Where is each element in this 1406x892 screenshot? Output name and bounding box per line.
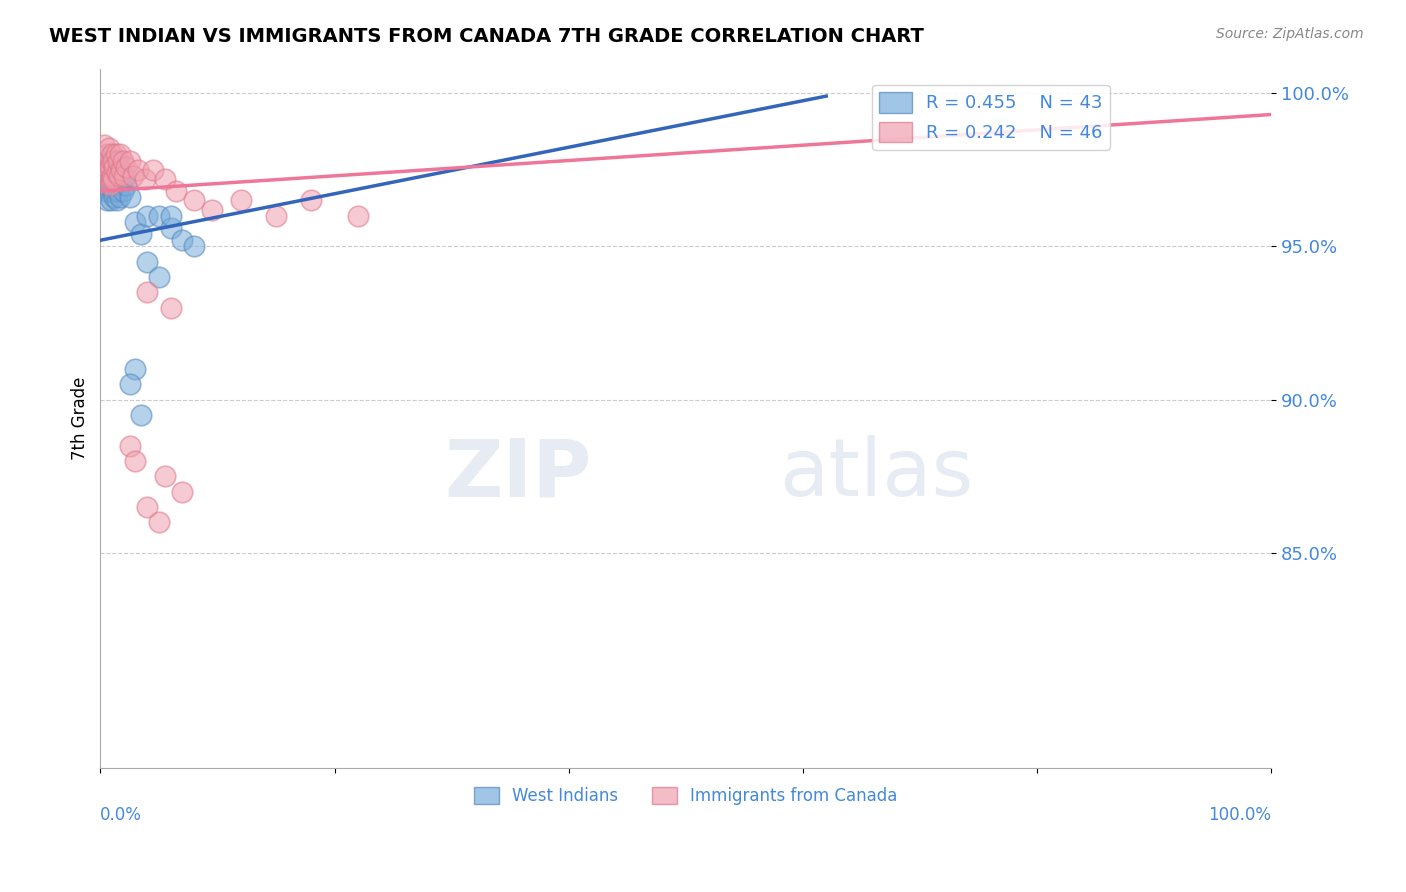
Point [100, 153, 122, 168]
Point [98, 184, 121, 198]
Point [124, 215, 146, 229]
Point [131, 408, 153, 422]
Point [108, 172, 131, 186]
Point [101, 147, 124, 161]
Point [105, 172, 128, 186]
Point [97, 153, 120, 168]
Point [136, 254, 159, 268]
Point [103, 160, 125, 174]
Point [96, 153, 118, 168]
Point [103, 172, 125, 186]
Point [118, 153, 141, 168]
Point [93, 138, 115, 153]
Point [107, 153, 129, 168]
Point [159, 209, 181, 223]
Point [103, 153, 125, 168]
Point [229, 194, 252, 208]
Point [118, 190, 141, 204]
Point [110, 178, 132, 192]
Point [108, 169, 131, 183]
Legend: West Indians, Immigrants from Canada: West Indians, Immigrants from Canada [467, 780, 904, 812]
Point [100, 194, 122, 208]
Point [112, 169, 135, 183]
Text: 100.0%: 100.0% [1208, 806, 1271, 824]
Text: WEST INDIAN VS IMMIGRANTS FROM CANADA 7TH GRADE CORRELATION CHART: WEST INDIAN VS IMMIGRANTS FROM CANADA 7T… [49, 27, 924, 45]
Point [93, 151, 115, 165]
Point [115, 160, 138, 174]
Point [122, 169, 145, 183]
Point [118, 439, 141, 453]
Point [115, 178, 138, 192]
Point [101, 178, 124, 192]
Point [107, 184, 129, 198]
Point [100, 172, 122, 186]
Point [103, 190, 125, 204]
Point [104, 153, 127, 168]
Point [172, 484, 194, 499]
Point [118, 377, 141, 392]
Point [97, 162, 120, 177]
Point [127, 162, 149, 177]
Point [172, 233, 194, 247]
Point [347, 209, 370, 223]
Text: atlas: atlas [779, 435, 974, 513]
Point [136, 500, 159, 514]
Point [104, 147, 127, 161]
Point [110, 190, 132, 204]
Point [299, 194, 322, 208]
Point [148, 209, 170, 223]
Point [96, 194, 118, 208]
Point [183, 239, 205, 253]
Point [148, 516, 170, 530]
Point [105, 166, 128, 180]
Text: 0.0%: 0.0% [100, 806, 142, 824]
Point [131, 227, 153, 241]
Y-axis label: 7th Grade: 7th Grade [72, 376, 89, 459]
Point [110, 162, 132, 177]
Point [183, 194, 205, 208]
Point [97, 178, 120, 192]
Point [136, 209, 159, 223]
Point [94, 172, 117, 186]
Point [148, 270, 170, 285]
Point [124, 454, 146, 468]
Point [101, 160, 124, 174]
Point [111, 153, 134, 168]
Point [200, 202, 222, 217]
Point [104, 178, 127, 192]
Point [142, 162, 165, 177]
Point [101, 169, 124, 183]
Point [98, 160, 121, 174]
Point [96, 162, 118, 177]
Point [124, 362, 146, 376]
Point [103, 172, 125, 186]
Point [96, 169, 118, 183]
Text: Source: ZipAtlas.com: Source: ZipAtlas.com [1216, 27, 1364, 41]
Point [96, 184, 118, 198]
Point [159, 301, 181, 315]
Point [136, 285, 159, 300]
Point [98, 166, 121, 180]
Point [105, 194, 128, 208]
Point [98, 178, 121, 192]
Text: ZIP: ZIP [444, 435, 592, 513]
Point [153, 469, 176, 483]
Point [97, 141, 120, 155]
Point [103, 184, 125, 198]
Point [96, 147, 118, 161]
Point [134, 172, 156, 186]
Point [94, 162, 117, 177]
Point [110, 147, 132, 161]
Point [96, 172, 118, 186]
Point [112, 172, 135, 186]
Point [103, 166, 125, 180]
Point [111, 184, 134, 198]
Point [264, 209, 287, 223]
Point [100, 172, 122, 186]
Point [165, 184, 187, 198]
Point [153, 172, 176, 186]
Point [159, 221, 181, 235]
